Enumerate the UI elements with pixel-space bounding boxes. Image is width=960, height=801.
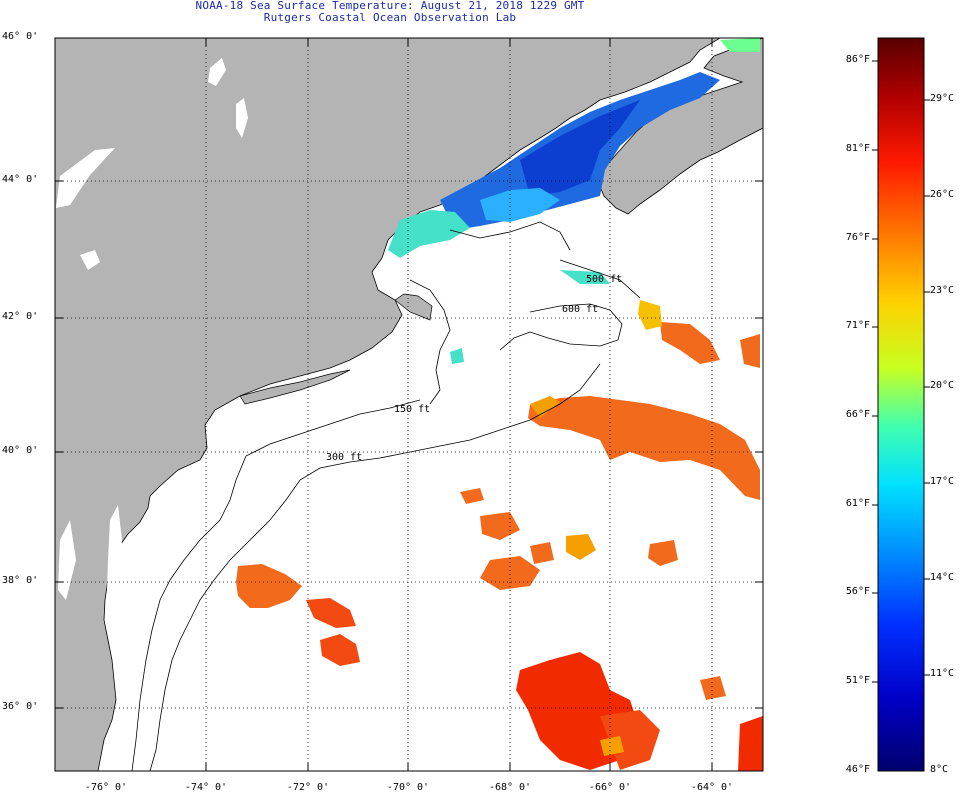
sst-cold-water <box>520 100 640 196</box>
colorbar-f-label: 71°F <box>845 320 870 331</box>
sst-mid-water <box>560 270 610 284</box>
contour-label-500: 500 ft <box>586 274 622 285</box>
lon-label-64: -64° 0' <box>690 782 734 793</box>
lat-label-36: 36° 0' <box>2 701 39 712</box>
sst-mid-water <box>450 348 464 364</box>
lon-label-72: -72° 0' <box>286 782 330 793</box>
map-ticks <box>55 38 763 771</box>
colorbar-ticks <box>872 60 930 683</box>
colorbar-f-label: 51°F <box>845 675 870 686</box>
colorbar-f-label: 81°F <box>845 143 870 154</box>
sst-mid-water <box>480 188 560 222</box>
lake <box>236 98 248 138</box>
colorbar-c-label: 20°C <box>930 380 955 391</box>
colorbar-f-label: 76°F <box>845 232 870 243</box>
lon-label-66: -66° 0' <box>588 782 632 793</box>
colorbar-c-label: 17°C <box>930 476 955 487</box>
map-frame <box>54 37 764 772</box>
colorbar-f-label: 86°F <box>845 54 870 65</box>
lake <box>58 520 76 600</box>
sst-mid-water <box>720 38 760 52</box>
colorbar-c-label: 14°C <box>930 572 955 583</box>
cape-cod-land <box>394 293 433 321</box>
bathymetry-contours <box>131 221 641 771</box>
sst-warm-patches <box>236 300 763 771</box>
map-title: NOAA-18 Sea Surface Temperature: August … <box>195 0 585 12</box>
colorbar-c-label: 26°C <box>930 189 955 200</box>
contour-label-300: 300 ft <box>326 452 362 463</box>
lake <box>80 250 100 270</box>
lon-label-76: -76° 0' <box>84 782 128 793</box>
colorbar-c-label: 8°C <box>930 764 949 775</box>
colorbar-f-label: 56°F <box>845 586 870 597</box>
map-subtitle: Rutgers Coastal Ocean Observation Lab <box>263 11 517 24</box>
bay <box>106 505 122 650</box>
lake <box>56 148 115 208</box>
lon-label-74: -74° 0' <box>184 782 228 793</box>
lat-label-46: 46° 0' <box>2 31 39 42</box>
contour-label-600: 600 ft <box>562 304 598 315</box>
lake <box>208 58 226 86</box>
lon-label-70: -70° 0' <box>386 782 430 793</box>
lat-label-38: 38° 0' <box>2 575 39 586</box>
long-island-land <box>239 369 351 405</box>
lat-label-40: 40° 0' <box>2 445 39 456</box>
contour-label-150: 150 ft <box>394 404 430 415</box>
colorbar-c-label: 23°C <box>930 285 955 296</box>
sst-mid-water <box>388 210 470 258</box>
colorbar-f-label: 46°F <box>845 764 870 775</box>
lat-label-44: 44° 0' <box>2 174 39 185</box>
mainland-land <box>55 38 721 771</box>
lat-label-42: 42° 0' <box>2 311 39 322</box>
lon-label-68: -68° 0' <box>488 782 532 793</box>
colorbar-c-label: 11°C <box>930 668 955 679</box>
colorbar-f-label: 61°F <box>845 498 870 509</box>
colorbar-f-label: 66°F <box>845 409 870 420</box>
colorbar <box>877 37 925 772</box>
colorbar-c-label: 29°C <box>930 93 955 104</box>
